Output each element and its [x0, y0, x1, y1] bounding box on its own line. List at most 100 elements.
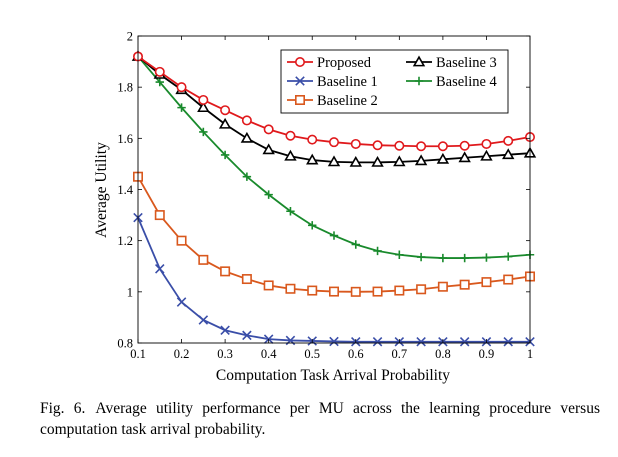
data-point-proposed — [285, 130, 296, 141]
data-point-proposed — [220, 105, 231, 116]
data-point-baseline-2 — [481, 277, 492, 288]
data-point-baseline-1 — [372, 336, 383, 347]
data-point-baseline-2 — [394, 285, 405, 296]
data-point-baseline-2 — [198, 254, 209, 265]
x-tick-label: 0.6 — [348, 347, 364, 361]
legend-box — [280, 49, 509, 114]
data-point-proposed — [503, 135, 514, 146]
data-point-baseline-1 — [176, 297, 187, 307]
data-point-baseline-3 — [327, 155, 341, 167]
data-point-proposed — [416, 141, 427, 152]
legend-entry-baseline-4: Baseline 4 — [406, 74, 498, 90]
data-point-baseline-4 — [373, 246, 382, 256]
legend-entry-baseline-1: Baseline 1 — [287, 74, 378, 90]
data-point-baseline-4 — [220, 150, 230, 160]
x-tick-label: 0.3 — [217, 347, 233, 361]
data-point-baseline-2 — [437, 281, 448, 292]
data-point-baseline-4 — [504, 252, 513, 261]
data-point-proposed — [263, 124, 274, 135]
data-point-baseline-4 — [395, 250, 404, 259]
data-point-baseline-3 — [284, 149, 297, 161]
x-tick-label: 0.2 — [174, 347, 190, 361]
data-point-baseline-3 — [371, 155, 384, 167]
data-point-baseline-3 — [502, 148, 515, 160]
y-tick-label: 1.4 — [117, 183, 133, 197]
legend-entry-proposed: Proposed — [287, 55, 372, 71]
data-point-baseline-4 — [482, 253, 491, 262]
data-point-proposed — [481, 138, 492, 149]
data-point-baseline-1 — [503, 336, 513, 347]
data-point-baseline-3 — [197, 101, 210, 113]
legend: Proposed Baseline 3 Baseline 1 Baseline 4 Ba… — [280, 49, 509, 114]
data-point-proposed — [307, 134, 318, 145]
data-point-baseline-3 — [414, 154, 428, 166]
data-point-baseline-2 — [307, 285, 318, 296]
legend-label: Baseline 2 — [317, 93, 378, 109]
data-point-baseline-3 — [458, 151, 471, 163]
data-point-baseline-4 — [155, 77, 164, 87]
data-point-baseline-3 — [349, 155, 362, 167]
data-point-baseline-2 — [372, 286, 383, 297]
y-tick-label: 2 — [127, 30, 133, 44]
y-tick-label: 1.8 — [117, 81, 133, 95]
x-axis-label: Computation Task Arrival Probability — [216, 367, 450, 384]
data-point-baseline-2 — [416, 284, 427, 295]
data-point-baseline-2 — [241, 274, 252, 285]
data-point-baseline-1 — [155, 264, 165, 274]
line-chart: 0.1 0.2 0.3 0.4 0.5 0.6 0.7 0.8 0.9 1 0.8 1 1.2 1.4 1.… — [93, 30, 537, 384]
data-point-baseline-2 — [263, 280, 274, 291]
data-point-baseline-3 — [240, 131, 254, 143]
y-tick-label: 1 — [127, 285, 133, 299]
data-point-proposed — [372, 140, 383, 151]
x-tick-label: 0.5 — [304, 347, 320, 361]
x-tick-label: 0.1 — [130, 347, 146, 361]
legend-marker-baseline-3 — [412, 55, 426, 67]
y-tick-label: 0.8 — [117, 337, 133, 351]
data-point-baseline-2 — [176, 235, 187, 246]
data-point-proposed — [198, 94, 209, 105]
data-point-baseline-1 — [459, 336, 470, 347]
data-point-proposed — [459, 140, 470, 151]
x-tick-label: 0.9 — [479, 347, 495, 361]
figure-caption: Fig. 6. Average utility performance per M… — [40, 398, 600, 440]
legend-label: Baseline 4 — [436, 74, 498, 90]
data-point-baseline-4 — [308, 221, 317, 230]
data-point-baseline-4 — [460, 253, 469, 263]
data-point-baseline-3 — [262, 143, 275, 155]
legend-label: Proposed — [317, 55, 372, 71]
data-point-baseline-1 — [220, 325, 230, 335]
data-point-baseline-3 — [218, 117, 232, 129]
caption-text: Average utility performance per MU acros… — [40, 400, 600, 438]
data-point-baseline-4 — [264, 190, 273, 199]
data-point-baseline-2 — [503, 274, 514, 285]
axes-layer: 0.1 0.2 0.3 0.4 0.5 0.6 0.7 0.8 0.9 1 0.8 1 1.2 1.4 1.… — [117, 30, 533, 362]
data-point-proposed — [176, 82, 187, 93]
data-point-baseline-3 — [480, 149, 493, 161]
data-point-baseline-4 — [199, 127, 208, 137]
data-point-baseline-1 — [329, 336, 339, 347]
data-point-baseline-4 — [286, 207, 295, 216]
data-point-baseline-1 — [242, 330, 252, 341]
series-layer — [131, 50, 537, 347]
data-point-proposed — [437, 141, 448, 152]
data-point-baseline-4 — [416, 252, 426, 262]
legend-entry-baseline-3: Baseline 3 — [406, 55, 497, 71]
data-point-baseline-1 — [416, 336, 426, 347]
data-point-baseline-3 — [393, 155, 406, 167]
data-point-baseline-2 — [459, 279, 470, 290]
data-point-proposed — [350, 138, 361, 149]
x-tick-label: 1 — [527, 347, 533, 361]
data-point-baseline-3 — [306, 153, 319, 165]
figure-label: Fig. 6. — [40, 400, 86, 417]
series-proposed — [133, 51, 535, 152]
data-point-baseline-4 — [177, 103, 186, 112]
data-point-baseline-3 — [436, 152, 450, 164]
data-point-proposed — [154, 66, 165, 77]
data-point-baseline-4 — [438, 253, 448, 263]
data-point-baseline-2 — [350, 286, 361, 297]
legend-marker-proposed — [294, 56, 305, 67]
y-tick-label: 1.6 — [117, 132, 133, 146]
legend-label: Baseline 3 — [436, 55, 497, 71]
data-point-baseline-2 — [285, 283, 296, 294]
legend-marker-baseline-4 — [414, 76, 424, 86]
